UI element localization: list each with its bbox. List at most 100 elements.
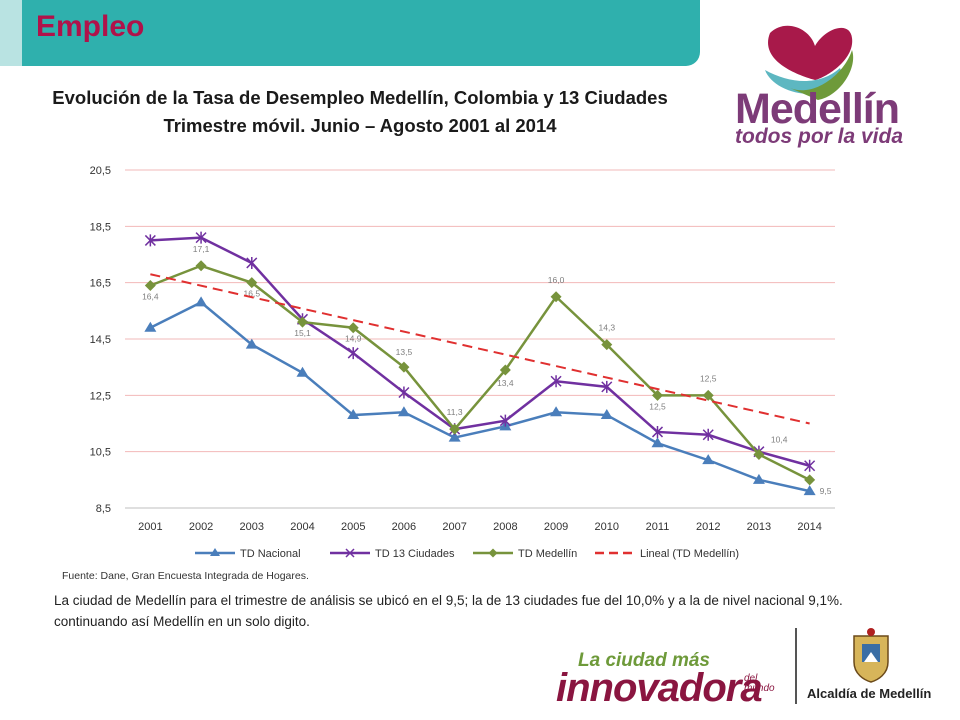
- x-tick-label: 2014: [797, 521, 821, 533]
- legend-label: TD Medellín: [518, 548, 577, 560]
- innovadora-top-text: La ciudad más: [578, 650, 710, 671]
- legend-marker: [345, 548, 355, 558]
- data-label: 9,5: [820, 486, 832, 496]
- data-point: [246, 256, 258, 269]
- data-label: 16,4: [142, 291, 159, 301]
- data-point: [144, 279, 156, 291]
- data-point: [245, 338, 258, 349]
- data-label: 13,4: [497, 378, 514, 388]
- data-point: [195, 260, 207, 272]
- data-point: [296, 366, 309, 377]
- data-point: [499, 414, 511, 427]
- x-tick-label: 2010: [595, 521, 619, 533]
- data-point: [752, 473, 765, 484]
- chart-title: Evolución de la Tasa de Desempleo Medell…: [40, 84, 680, 140]
- data-point: [702, 389, 714, 401]
- chart-title-line2: Trimestre móvil. Junio – Agosto 2001 al …: [163, 115, 557, 136]
- x-tick-label: 2005: [341, 521, 365, 533]
- innovadora-small-text: del mundo: [744, 673, 775, 694]
- data-point: [804, 459, 816, 472]
- data-label: 13,5: [396, 347, 413, 357]
- medellin-logo-name: Medellín: [735, 85, 900, 133]
- legend-marker: [488, 548, 498, 558]
- data-point: [804, 474, 816, 486]
- series-line: [150, 273, 810, 425]
- legend-marker: [210, 548, 220, 556]
- x-tick-label: 2002: [189, 521, 213, 533]
- data-point: [246, 277, 258, 289]
- y-tick-label: 14,5: [90, 334, 111, 346]
- x-tick-label: 2009: [544, 521, 568, 533]
- y-tick-label: 8,5: [96, 503, 111, 515]
- y-tick-label: 18,5: [90, 221, 111, 233]
- x-tick-label: 2013: [747, 521, 771, 533]
- data-point: [144, 321, 157, 332]
- x-tick-label: 2004: [290, 521, 314, 533]
- x-tick-label: 2007: [442, 521, 466, 533]
- data-point: [651, 437, 664, 448]
- x-tick-label: 2012: [696, 521, 720, 533]
- x-tick-label: 2011: [646, 521, 670, 533]
- legend-label: TD 13 Ciudades: [375, 548, 455, 560]
- y-tick-label: 20,5: [90, 165, 111, 177]
- data-point: [600, 409, 613, 420]
- data-label: 12,5: [700, 373, 717, 383]
- data-point: [347, 322, 359, 334]
- y-tick-label: 12,5: [90, 390, 111, 402]
- innovadora-main-text: innovadora: [556, 666, 763, 710]
- series-line: [149, 300, 810, 493]
- data-point: [144, 234, 156, 247]
- data-point: [803, 485, 816, 496]
- data-label: 17,1: [193, 244, 210, 254]
- x-tick-label: 2008: [493, 521, 517, 533]
- logo-divider: [795, 628, 797, 704]
- data-point: [398, 361, 410, 373]
- legend-label: TD Nacional: [240, 548, 301, 560]
- data-point: [702, 454, 715, 465]
- data-point: [601, 339, 613, 351]
- data-label: 14,3: [599, 323, 616, 333]
- header-bar: [0, 0, 700, 66]
- x-tick-label: 2006: [392, 521, 416, 533]
- data-label: 14,9: [345, 334, 362, 344]
- data-point: [195, 231, 207, 244]
- data-point: [195, 296, 208, 307]
- data-point: [347, 347, 359, 360]
- data-label: 12,5: [649, 401, 666, 411]
- data-point: [550, 291, 562, 303]
- data-point: [297, 316, 308, 328]
- y-tick-label: 16,5: [90, 278, 111, 290]
- heart-icon: [765, 25, 854, 100]
- y-tick-label: 10,5: [90, 447, 111, 459]
- medellin-logo-slogan: todos por la vida: [735, 125, 904, 148]
- legend-label: Lineal (TD Medellín): [640, 548, 739, 560]
- data-label: 16,0: [548, 275, 565, 285]
- data-point: [651, 425, 664, 438]
- data-point: [449, 423, 461, 435]
- data-point: [601, 380, 613, 393]
- line-chart: 8,5 10,5 12,5 14,5 16,5 18,5 20,5 2001 2002 2003 2…: [90, 165, 835, 560]
- data-label: 11,3: [447, 407, 463, 417]
- alcaldia-text: Alcaldía de Medellín: [807, 686, 932, 701]
- data-point: [702, 428, 714, 441]
- x-tick-label: 2003: [240, 521, 264, 533]
- data-point: [397, 406, 410, 417]
- data-point: [652, 389, 663, 401]
- series-line: [150, 236, 810, 467]
- data-point: [550, 406, 563, 417]
- x-tick-label: 2001: [138, 521, 162, 533]
- data-point: [398, 386, 410, 399]
- data-point: [550, 375, 562, 388]
- page-title: Empleo: [36, 10, 145, 43]
- data-label: 16,5: [244, 289, 261, 299]
- analysis-paragraph: La ciudad de Medellín para el trimestre …: [54, 593, 843, 629]
- data-point: [448, 431, 461, 442]
- data-point: [499, 364, 511, 376]
- data-point: [347, 409, 360, 420]
- medellin-logo: [730, 18, 960, 158]
- series-line: [149, 264, 811, 481]
- data-label: 10,4: [771, 434, 788, 444]
- coat-of-arms-icon: [853, 628, 889, 683]
- source-note: Fuente: Dane, Gran Encuesta Integrada de…: [62, 570, 309, 582]
- data-point: [753, 448, 765, 460]
